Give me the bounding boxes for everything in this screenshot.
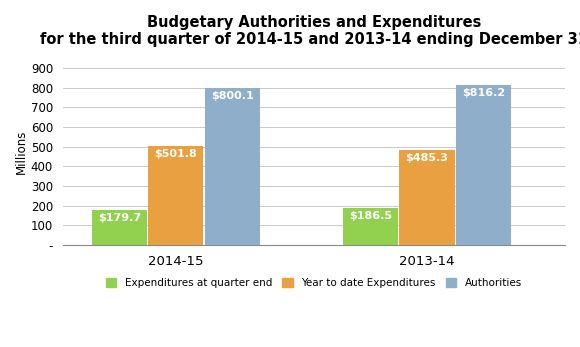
Bar [148,146,204,245]
Bar [343,209,398,245]
Y-axis label: Millions: Millions [15,129,28,174]
Text: $501.8: $501.8 [154,149,197,159]
Text: $179.7: $179.7 [97,213,141,223]
Text: $816.2: $816.2 [462,87,505,98]
Title: Budgetary Authorities and Expenditures
for the third quarter of 2014-15 and 2013: Budgetary Authorities and Expenditures f… [40,15,580,48]
Bar [399,150,455,245]
Text: $800.1: $800.1 [211,91,253,101]
Bar [456,85,511,245]
Bar [205,88,260,245]
Text: $186.5: $186.5 [349,211,392,221]
Legend: Expenditures at quarter end, Year to date Expenditures, Authorities: Expenditures at quarter end, Year to dat… [102,274,526,292]
Bar [92,210,147,245]
Text: $485.3: $485.3 [405,153,448,163]
